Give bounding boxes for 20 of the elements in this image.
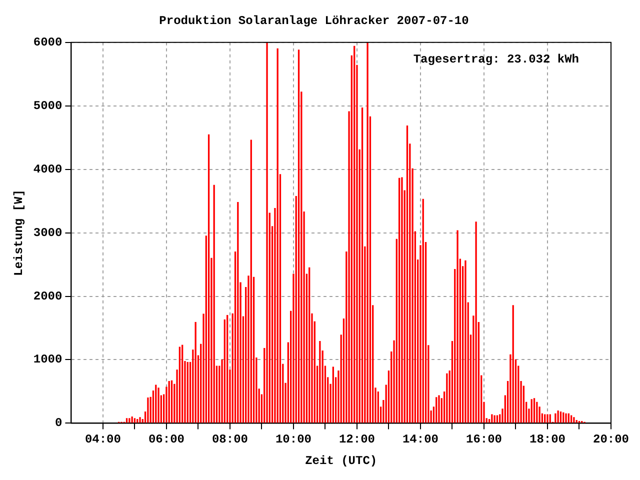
annotation: Tagesertrag: 23.032 kWh	[413, 52, 579, 66]
y-tick-label: 3000	[33, 226, 62, 240]
x-tick-label: 12:00	[338, 432, 375, 446]
y-tick-label: 5000	[33, 98, 62, 113]
chart-title: Produktion Solaranlage Löhracker 2007-07-10	[159, 14, 469, 28]
y-tick-label: 4000	[33, 162, 62, 176]
x-tick-label: 04:00	[84, 432, 121, 446]
y-axis-title: Leistung [W]	[12, 190, 26, 276]
y-tick-label: 0	[55, 416, 62, 430]
x-tick-label: 16:00	[466, 432, 502, 446]
y-tick-label: 1000	[33, 352, 62, 367]
x-tick-label: 06:00	[148, 432, 184, 446]
x-axis-title: Zeit (UTC)	[305, 454, 378, 468]
x-tick-label: 10:00	[275, 432, 312, 446]
x-tick-label: 14:00	[402, 432, 438, 446]
x-tick-label: 18:00	[529, 432, 566, 446]
x-tick-label: 08:00	[212, 432, 248, 446]
y-tick-label: 2000	[33, 289, 62, 304]
x-tick-label: 20:00	[592, 432, 630, 446]
y-tick-label: 6000	[33, 35, 62, 50]
